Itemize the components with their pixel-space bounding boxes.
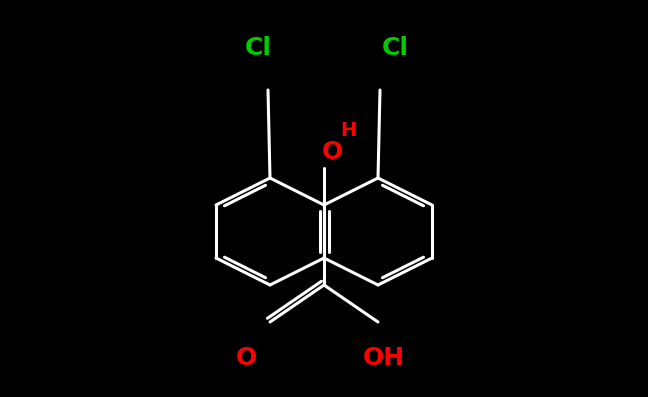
- Text: OH: OH: [363, 346, 405, 370]
- Text: H: H: [340, 121, 356, 139]
- Text: O: O: [321, 140, 343, 164]
- Text: Cl: Cl: [244, 36, 272, 60]
- Text: Cl: Cl: [382, 36, 408, 60]
- Text: O: O: [235, 346, 257, 370]
